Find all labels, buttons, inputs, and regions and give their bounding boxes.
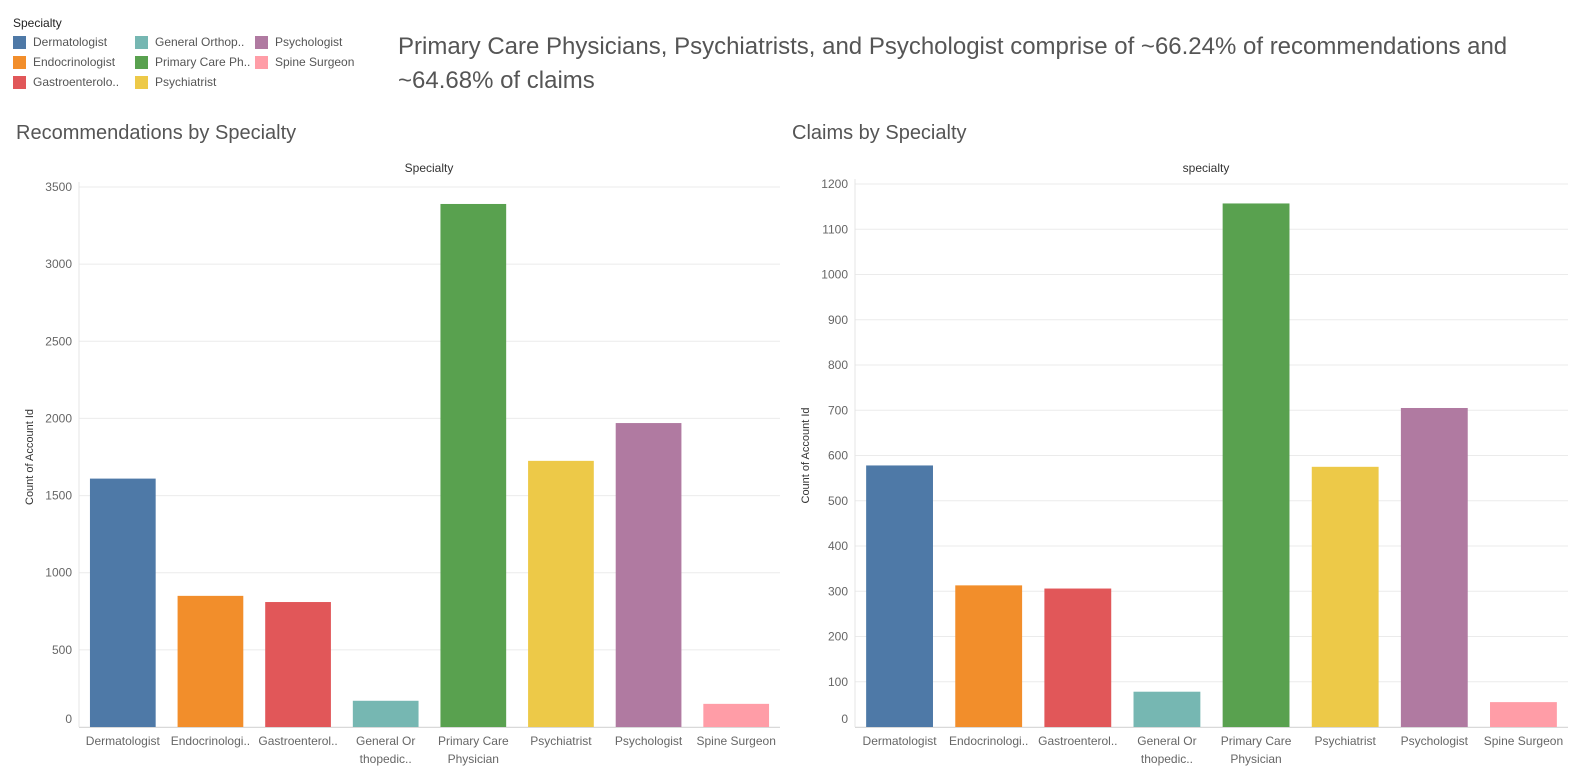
legend-label: Gastroenterolo.. (33, 75, 120, 89)
recommendations-chart-title: Recommendations by Specialty (16, 122, 297, 144)
x-tick-label: Physician (1230, 752, 1281, 766)
x-tick-label: Physician (448, 752, 499, 766)
x-tick-label: Endocrinologi.. (171, 734, 250, 748)
bar[interactable] (1400, 407, 1468, 727)
headline: Primary Care Physicians, Psychiatrists, … (398, 33, 1508, 94)
y-axis-title: Count of Account Id (24, 409, 36, 505)
claims-chart-title: Claims by Specialty (792, 122, 967, 144)
bar[interactable] (1311, 466, 1379, 727)
y-tick-label: 0 (841, 712, 848, 726)
y-tick-label: 600 (828, 449, 848, 463)
y-tick-label: 100 (828, 675, 848, 689)
bar[interactable] (615, 423, 682, 727)
x-tick-label: Spine Surgeon (696, 734, 775, 748)
legend-label: Spine Surgeon (275, 55, 355, 69)
y-tick-label: 0 (65, 712, 72, 726)
bar[interactable] (352, 700, 419, 727)
x-tick-label: thopedic.. (1141, 752, 1193, 766)
legend-swatch (255, 55, 268, 69)
legend-label: Psychologist (275, 35, 343, 49)
x-tick-label: Psychologist (1401, 734, 1469, 748)
y-tick-label: 500 (828, 494, 848, 508)
y-tick-label: 2000 (45, 411, 72, 425)
y-tick-label: 700 (828, 403, 848, 417)
color-legend: Specialty Dermatologist Endocrinologist Ga… (13, 16, 383, 96)
legend-item[interactable]: General Orthop.. (135, 34, 244, 50)
bar[interactable] (955, 585, 1023, 727)
x-tick-label: Psychiatrist (530, 734, 592, 748)
y-tick-label: 2500 (45, 334, 72, 348)
legend-label: Psychiatrist (155, 75, 217, 89)
legend-swatch (255, 35, 268, 49)
legend-swatch (13, 55, 26, 69)
legend-label: Primary Care Ph.. (155, 55, 251, 69)
legend-item[interactable]: Primary Care Ph.. (135, 54, 250, 70)
legend-label: General Orthop.. (155, 35, 245, 49)
x-tick-label: General Or (356, 734, 415, 748)
x-tick-label: Dermatologist (863, 734, 938, 748)
legend-label: Endocrinologist (33, 55, 116, 69)
legend-swatch (135, 75, 148, 89)
legend-swatch (13, 75, 26, 89)
legend-item[interactable]: Psychologist (255, 34, 342, 50)
bar[interactable] (1133, 691, 1201, 727)
bar[interactable] (866, 465, 933, 727)
legend-item[interactable]: Spine Surgeon (255, 54, 354, 70)
bar[interactable] (528, 460, 594, 727)
bar[interactable] (177, 595, 244, 727)
y-tick-label: 3500 (45, 180, 72, 194)
y-tick-label: 1200 (821, 177, 848, 191)
x-tick-label: Psychiatrist (1315, 734, 1377, 748)
legend-item[interactable]: Dermatologist (13, 34, 107, 50)
y-tick-label: 300 (828, 584, 848, 598)
y-tick-label: 200 (828, 630, 848, 644)
x-tick-label: Endocrinologi.. (949, 734, 1028, 748)
legend-swatch (135, 35, 148, 49)
x-tick-label: Dermatologist (86, 734, 161, 748)
legend-swatch (13, 35, 26, 49)
recommendations-bar-chart: Specialty 0 500 1000 1500 2000 2500 3000 3500 Cou… (24, 161, 780, 766)
x-tick-label: Primary Care (438, 734, 509, 748)
legend-swatch (135, 55, 148, 69)
y-tick-label: 400 (828, 539, 848, 553)
y-axis-title: Count of Account Id (800, 407, 812, 503)
y-tick-label: 3000 (45, 257, 72, 271)
y-tick-label: 900 (828, 313, 848, 327)
x-tick-label: Spine Surgeon (1484, 734, 1563, 748)
bar[interactable] (440, 203, 507, 727)
y-tick-label: 1100 (822, 222, 848, 236)
y-tick-label: 1000 (45, 566, 72, 580)
x-tick-label: General Or (1137, 734, 1196, 748)
bar[interactable] (1044, 588, 1112, 727)
legend-title: Specialty (13, 16, 62, 30)
y-tick-label: 800 (828, 358, 848, 372)
bar[interactable] (703, 703, 770, 727)
legend-label: Dermatologist (33, 35, 108, 49)
y-tick-label: 1500 (45, 489, 72, 503)
legend-item[interactable]: Psychiatrist (135, 74, 216, 90)
claims-bar-chart: specialty 0 100 200 300 400 500 600 700 800 900 100… (800, 161, 1568, 766)
bar[interactable] (265, 602, 331, 727)
bar[interactable] (89, 478, 156, 727)
x-tick-label: Primary Care (1221, 734, 1292, 748)
x-tick-label: thopedic.. (360, 752, 412, 766)
bar[interactable] (1222, 203, 1290, 727)
x-tick-label: Psychologist (615, 734, 683, 748)
x-tick-label: Gastroenterol.. (1038, 734, 1117, 748)
y-tick-label: 1000 (821, 268, 848, 282)
x-axis-header: Specialty (405, 161, 454, 175)
x-tick-label: Gastroenterol.. (258, 734, 337, 748)
x-axis-header: specialty (1183, 161, 1230, 175)
bar[interactable] (1490, 702, 1557, 727)
legend-item[interactable]: Gastroenterolo.. (13, 74, 119, 90)
y-tick-label: 500 (52, 643, 72, 657)
legend-item[interactable]: Endocrinologist (13, 54, 115, 70)
